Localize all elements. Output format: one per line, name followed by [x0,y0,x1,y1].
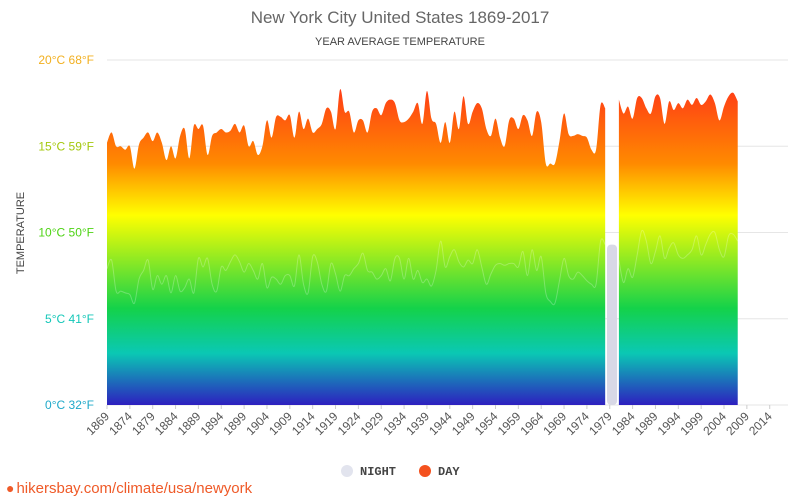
day-area-fill [107,89,738,405]
x-tick-label: 1974 [563,409,592,438]
x-tick-label: 1904 [243,409,272,438]
x-tick-label: 1924 [335,409,364,438]
x-tick-label: 1884 [152,409,181,438]
chart-subtitle: YEAR AVERAGE TEMPERATURE [315,36,485,48]
missing-data-gap [607,244,618,405]
y-tick-label: 15°C 59°F [38,139,94,153]
y-axis-label: TEMPERATURE [15,192,27,274]
x-tick-label: 1999 [678,409,707,438]
y-axis-ticks: 0°C 32°F 5°C 41°F 10°C 50°F 15°C 59°F 20°C 6… [38,53,94,412]
x-tick-label: 1889 [175,409,204,438]
x-tick-label: 1914 [289,409,318,438]
gap-night-bar [607,244,618,405]
x-tick-label: 1899 [220,409,249,438]
x-tick-label: 1959 [495,409,524,438]
x-tick-label: 1969 [540,409,569,438]
legend-marker [419,465,431,477]
x-tick-label: 1894 [198,409,227,438]
x-tick-label: 1869 [83,409,112,438]
footer-url: hikersbay.com/climate/usa/newyork [16,480,253,497]
x-tick-label: 1949 [449,409,478,438]
x-tick-label: 1919 [312,409,341,438]
y-tick-label: 5°C 41°F [45,312,94,326]
legend-label[interactable]: NIGHT [360,465,396,479]
night-series-line [106,229,739,306]
x-tick-label: 1964 [518,409,547,438]
x-tick-label: 2004 [700,409,729,438]
location-pin-icon: ● [6,480,15,496]
x-tick-label: 1994 [655,409,684,438]
x-tick-label: 1979 [586,409,615,438]
chart-title: New York City United States 1869-2017 [250,8,550,27]
x-tick-label: 1879 [129,409,158,438]
y-tick-label: 20°C 68°F [38,53,94,67]
x-tick-label: 1939 [403,409,432,438]
footer-link[interactable]: ● hikersbay.com/climate/usa/newyork [6,480,252,497]
y-tick-label: 0°C 32°F [45,398,94,412]
legend: NIGHT DAY [341,465,460,479]
x-tick-label: 1909 [266,409,295,438]
x-tick-label: 1989 [632,409,661,438]
x-tick-label: 1934 [380,409,409,438]
x-tick-label: 2009 [723,409,752,438]
x-tick-label: 1954 [472,409,501,438]
y-tick-label: 10°C 50°F [38,226,94,240]
x-tick-label: 1984 [609,409,638,438]
x-tick-label: 1944 [426,409,455,438]
x-tick-label: 1874 [106,409,135,438]
legend-label[interactable]: DAY [438,465,460,479]
legend-marker [341,465,353,477]
x-tick-label: 1929 [358,409,387,438]
x-tick-label: 2014 [746,409,775,438]
x-axis-ticks: 1869187418791884188918941899190419091914… [83,405,775,438]
